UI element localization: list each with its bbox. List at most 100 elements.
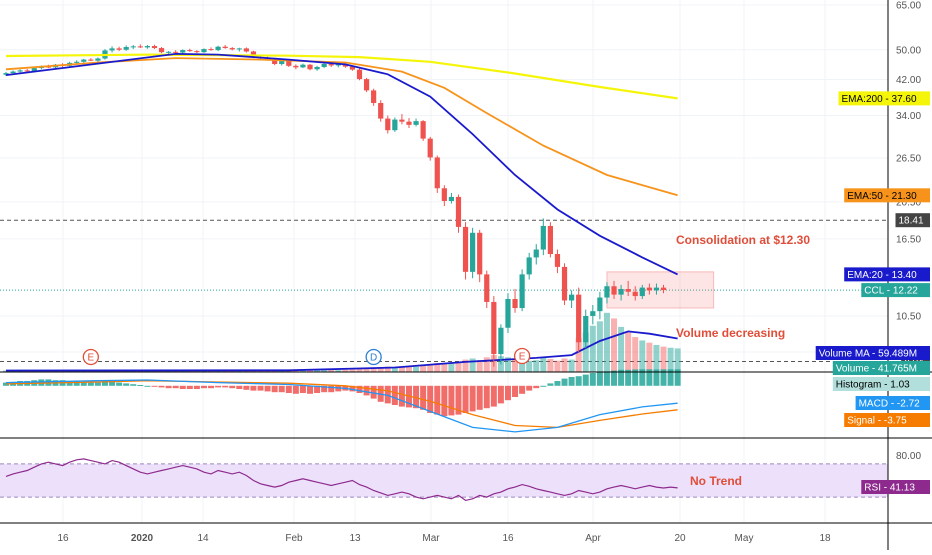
value-label-box bbox=[832, 377, 930, 391]
horizontal-lines bbox=[0, 219, 888, 363]
time-tick-label: 20 bbox=[674, 533, 686, 544]
macd-histogram-bar bbox=[158, 385, 165, 388]
macd-histogram-bar bbox=[512, 385, 519, 397]
volume-bar bbox=[469, 358, 476, 372]
candle-body bbox=[470, 232, 476, 272]
volume-bar bbox=[674, 348, 681, 372]
macd-histogram-bar bbox=[335, 385, 342, 392]
volume-bar bbox=[667, 347, 674, 372]
macd-histogram-bar bbox=[299, 385, 306, 393]
volume-bar bbox=[349, 369, 356, 372]
candle-body bbox=[427, 138, 433, 158]
candle-body bbox=[519, 274, 525, 309]
candle-body bbox=[646, 287, 652, 291]
macd-histogram-bar bbox=[469, 385, 476, 412]
macd-histogram-bar bbox=[603, 371, 610, 386]
candle-body bbox=[533, 249, 539, 258]
macd-histogram-bar bbox=[130, 384, 137, 386]
macd-histogram-bar bbox=[398, 385, 405, 407]
volume-bar bbox=[229, 370, 236, 372]
price-tick-label: 42.00 bbox=[896, 75, 921, 86]
volume-bar bbox=[193, 370, 200, 372]
time-tick-label: 16 bbox=[502, 533, 514, 544]
candle-body bbox=[314, 66, 320, 70]
candle-body bbox=[625, 288, 631, 292]
macd-histogram-bar bbox=[554, 381, 561, 386]
macd-histogram-bar bbox=[123, 383, 130, 386]
macd-histogram-bar bbox=[172, 385, 179, 389]
value-label-text: Signal - -3.75 bbox=[847, 416, 907, 427]
candle-body bbox=[300, 64, 306, 68]
macd-histogram-bar bbox=[222, 385, 229, 388]
candle-body bbox=[363, 79, 370, 91]
candle-body bbox=[356, 69, 363, 80]
candle-body bbox=[286, 61, 292, 66]
candle-body bbox=[498, 327, 504, 355]
consolidation-rect bbox=[606, 271, 715, 309]
candle-body bbox=[194, 51, 200, 53]
candle-body bbox=[123, 47, 129, 50]
macd-histogram-bar bbox=[625, 369, 632, 386]
candle-body bbox=[187, 50, 193, 52]
macd-histogram-bar bbox=[229, 385, 236, 389]
macd-histogram-bar bbox=[66, 381, 73, 386]
macd-histogram-bar bbox=[285, 385, 292, 393]
candle-body bbox=[569, 294, 575, 301]
macd-histogram-bar bbox=[137, 385, 144, 386]
time-tick-label: Feb bbox=[285, 533, 303, 544]
candle-body bbox=[130, 46, 136, 48]
volume-bar bbox=[625, 332, 632, 372]
time-tick-label: 18 bbox=[819, 533, 831, 544]
event-marker-circle bbox=[365, 348, 382, 366]
macd-histogram-bar bbox=[519, 385, 526, 394]
event-marker-label: E bbox=[519, 352, 526, 363]
volume-bar bbox=[413, 366, 420, 372]
macd-histogram-bar bbox=[3, 382, 9, 386]
axis-value-labels: EMA:200 - 37.60 EMA:50 - 21.30 18.41 EMA:20… bbox=[815, 91, 930, 494]
volume-bar bbox=[660, 346, 667, 372]
macd-histogram-bar bbox=[611, 370, 618, 386]
macd-histogram-bar bbox=[186, 385, 193, 389]
candle-body bbox=[229, 48, 235, 50]
candle-body bbox=[413, 121, 419, 125]
macd-histogram-bar bbox=[200, 385, 207, 389]
macd-histogram-bar bbox=[208, 385, 215, 389]
macd-histogram-bar bbox=[589, 373, 596, 386]
candle-body bbox=[639, 287, 645, 297]
price-tick-label: 34.00 bbox=[896, 111, 921, 122]
volume-bar bbox=[321, 370, 328, 372]
value-label-box bbox=[861, 283, 930, 298]
candle-body bbox=[576, 294, 582, 343]
price-tick-label: 16.50 bbox=[896, 234, 921, 245]
rsi-band-fill bbox=[0, 463, 888, 498]
price-tick-label: 26.50 bbox=[896, 154, 921, 165]
candle-body bbox=[335, 64, 341, 66]
candle-body bbox=[250, 51, 257, 58]
macd-histogram-bar bbox=[257, 385, 264, 391]
candle-body bbox=[151, 46, 158, 49]
macd-histogram-bar bbox=[236, 385, 243, 389]
volume-bar bbox=[328, 370, 335, 372]
ema50-line bbox=[5, 57, 678, 197]
candle-body bbox=[95, 58, 101, 61]
macd-histogram-bar bbox=[582, 374, 589, 386]
volume-bar bbox=[441, 363, 448, 372]
macd-histogram-bar bbox=[370, 385, 377, 399]
rsi-tick-label: 80.00 bbox=[896, 451, 921, 462]
candle-body bbox=[158, 48, 165, 53]
candle-body bbox=[484, 274, 490, 302]
volume-bar bbox=[462, 359, 469, 372]
candle-body bbox=[321, 63, 327, 67]
macd-histogram-bar bbox=[674, 369, 681, 386]
macd-histogram-bar bbox=[349, 385, 356, 392]
value-label-box bbox=[838, 91, 930, 106]
macd-histogram-bar bbox=[596, 372, 603, 386]
price-tick-label: 20.50 bbox=[896, 197, 921, 208]
macd-histogram-bar bbox=[391, 385, 398, 405]
candle-body bbox=[632, 291, 638, 297]
macd-histogram-bar bbox=[80, 381, 87, 386]
macd-line bbox=[5, 379, 678, 433]
macd-histogram-bar bbox=[639, 369, 646, 386]
grid bbox=[0, 0, 888, 522]
